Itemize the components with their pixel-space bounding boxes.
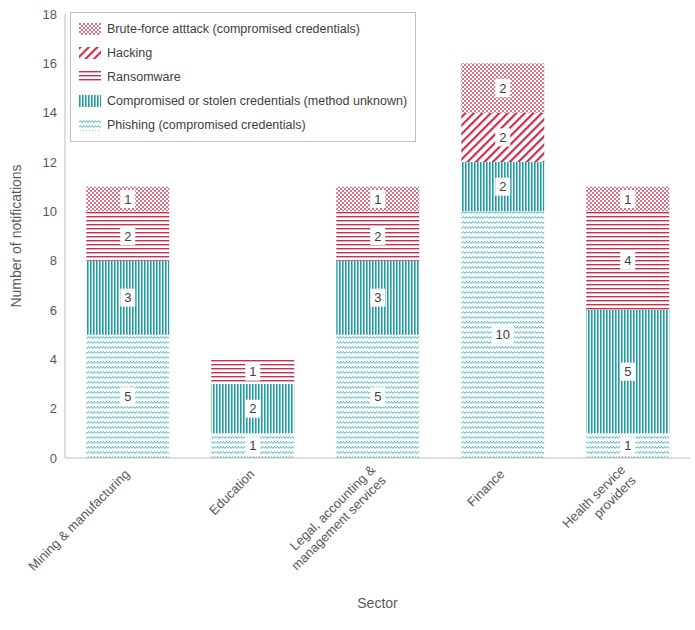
svg-text:5: 5 — [124, 389, 131, 404]
svg-text:1: 1 — [624, 438, 631, 453]
svg-text:1: 1 — [249, 364, 256, 379]
svg-text:4: 4 — [50, 352, 57, 367]
svg-text:2: 2 — [50, 401, 57, 416]
html-text:Compromised or stolen credenti: Compromised or stolen credentials (metho… — [107, 94, 408, 108]
svg-text:3: 3 — [124, 290, 131, 305]
svg-text:Mining & manufacturing: Mining & manufacturing — [25, 466, 132, 573]
svg-text:0: 0 — [50, 451, 57, 466]
svg-text:1: 1 — [624, 192, 631, 207]
svg-text:2: 2 — [374, 229, 381, 244]
svg-text:3: 3 — [374, 290, 381, 305]
svg-text:8: 8 — [50, 253, 57, 268]
svg-text:Health serviceproviders: Health serviceproviders — [559, 462, 639, 542]
svg-text:5: 5 — [374, 389, 381, 404]
svg-text:2: 2 — [499, 179, 506, 194]
svg-text:2: 2 — [124, 229, 131, 244]
html-text:Brute-force atttack (compromis: Brute-force atttack (compromised credent… — [107, 22, 360, 36]
svg-text:Education: Education — [206, 466, 257, 517]
svg-text:16: 16 — [43, 56, 57, 71]
svg-text:2: 2 — [499, 130, 506, 145]
svg-text:5: 5 — [624, 364, 631, 379]
svg-text:18: 18 — [43, 7, 57, 22]
svg-text:2: 2 — [249, 401, 256, 416]
svg-text:1: 1 — [249, 438, 256, 453]
svg-text:12: 12 — [43, 155, 57, 170]
svg-text:10: 10 — [496, 327, 510, 342]
svg-text:Number of notifications: Number of notifications — [8, 164, 24, 307]
html-text:Phishing (compromised credenti: Phishing (compromised credentials) — [107, 118, 306, 132]
html-text:Hacking: Hacking — [107, 46, 153, 60]
svg-text:Finance: Finance — [464, 466, 507, 509]
svg-text:4: 4 — [624, 253, 631, 268]
html-text:Ransomware: Ransomware — [107, 70, 181, 84]
svg-text:Legal, accounting &management: Legal, accounting &management services — [278, 462, 389, 573]
svg-text:14: 14 — [43, 105, 57, 120]
svg-text:1: 1 — [124, 192, 131, 207]
svg-text:10: 10 — [43, 204, 57, 219]
svg-text:Sector: Sector — [357, 595, 398, 611]
svg-text:1: 1 — [374, 192, 381, 207]
svg-text:6: 6 — [50, 303, 57, 318]
svg-text:2: 2 — [499, 81, 506, 96]
